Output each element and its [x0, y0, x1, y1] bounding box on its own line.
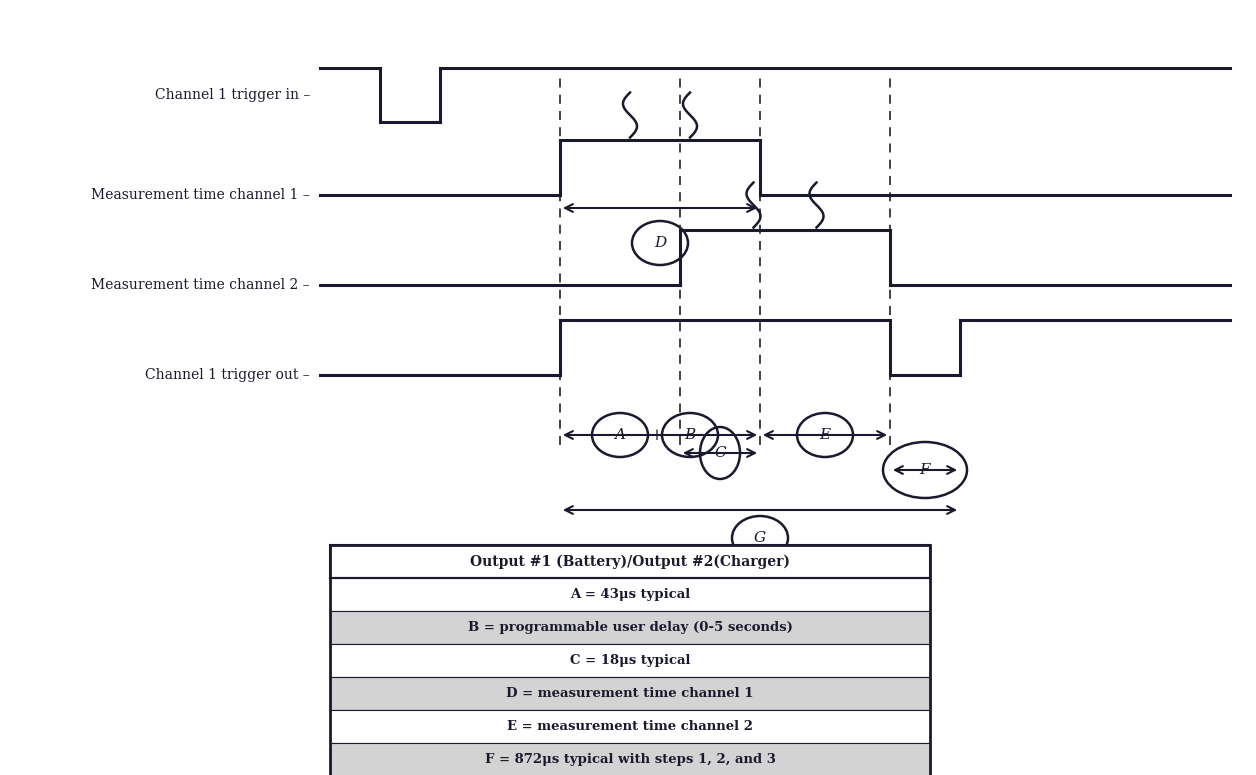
Bar [330, 710, 929, 743]
Text: C: C [715, 446, 726, 460]
Text: C = 18μs typical: C = 18μs typical [570, 654, 691, 667]
Bar [330, 611, 929, 644]
Text: B: B [685, 428, 696, 442]
Bar [330, 677, 929, 710]
Text: Channel 1 trigger in –: Channel 1 trigger in – [154, 88, 310, 102]
Text: Measurement time channel 2 –: Measurement time channel 2 – [92, 278, 310, 292]
Text: Output #1 (Battery)/Output #2(Charger): Output #1 (Battery)/Output #2(Charger) [470, 554, 790, 569]
Text: Measurement time channel 1 –: Measurement time channel 1 – [92, 188, 310, 202]
Text: E = measurement time channel 2: E = measurement time channel 2 [507, 720, 754, 733]
Text: A: A [614, 428, 625, 442]
Bar [330, 578, 929, 611]
Text: D: D [654, 236, 666, 250]
Text: E: E [819, 428, 830, 442]
Text: +: + [649, 426, 663, 443]
Text: F: F [919, 463, 931, 477]
Text: G: G [754, 531, 766, 545]
Bar [330, 545, 929, 578]
Text: F = 872μs typical with steps 1, 2, and 3: F = 872μs typical with steps 1, 2, and 3 [485, 753, 775, 766]
Text: Channel 1 trigger out –: Channel 1 trigger out – [146, 368, 310, 382]
Text: D = measurement time channel 1: D = measurement time channel 1 [506, 687, 754, 700]
Bar [330, 545, 929, 775]
Bar [330, 743, 929, 775]
Text: A = 43μs typical: A = 43μs typical [570, 588, 690, 601]
Bar [330, 644, 929, 677]
Text: B = programmable user delay (0-5 seconds): B = programmable user delay (0-5 seconds… [467, 621, 793, 634]
